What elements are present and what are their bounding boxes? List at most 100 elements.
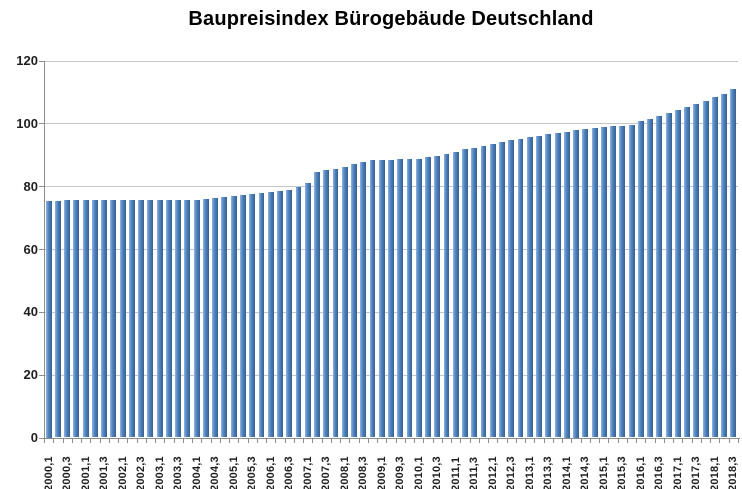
x-tick-label: 2005,3: [246, 456, 259, 489]
gridline: [44, 60, 738, 62]
x-axis-tick: [515, 438, 517, 443]
x-axis-tick: [108, 438, 110, 443]
bar: [452, 151, 459, 438]
x-axis-tick: [663, 438, 665, 443]
bar: [711, 97, 718, 438]
x-tick-label: 2010,3: [431, 456, 444, 489]
bar: [54, 200, 61, 438]
y-axis-tick: [39, 311, 44, 313]
x-axis-tick: [691, 438, 693, 443]
x-axis-tick: [617, 438, 619, 443]
bar: [508, 140, 515, 438]
bar: [351, 163, 357, 438]
bar: [286, 189, 293, 438]
x-tick-label: 2005,1: [227, 456, 240, 489]
bar: [425, 157, 431, 438]
x-axis-tick: [330, 438, 332, 443]
y-axis-tick: [39, 186, 44, 188]
bar: [64, 200, 71, 438]
x-tick-label: 2007,1: [301, 456, 314, 489]
chart-title: Baupreisindex Bürogebäude Deutschland: [188, 8, 594, 30]
x-tick-label: 2003,3: [172, 456, 185, 489]
bar: [323, 170, 330, 438]
x-axis-tick: [90, 438, 92, 443]
x-axis-tick: [719, 438, 721, 443]
x-axis-tick: [423, 438, 425, 443]
x-axis-tick: [164, 438, 166, 443]
x-axis-tick: [738, 438, 739, 443]
x-axis-tick: [432, 438, 434, 443]
x-axis-tick: [62, 438, 64, 443]
x-tick-label: 2012,1: [486, 456, 499, 489]
bar: [545, 134, 552, 438]
x-axis-tick: [636, 438, 638, 443]
bar: [221, 197, 228, 438]
bar: [165, 199, 172, 438]
x-axis-tick: [608, 438, 610, 443]
x-axis-tick: [312, 438, 314, 443]
bar: [582, 128, 589, 438]
bar: [378, 159, 385, 438]
bar: [415, 158, 422, 438]
x-axis-tick: [136, 438, 138, 443]
x-tick-label: 2016,1: [634, 456, 647, 489]
bar: [91, 199, 98, 438]
x-axis-tick: [210, 438, 212, 443]
x-axis-tick: [673, 438, 675, 443]
bar: [480, 145, 487, 438]
x-axis-tick: [145, 438, 147, 443]
bar: [443, 154, 450, 438]
bar: [573, 130, 579, 438]
y-axis-tick: [39, 437, 44, 439]
bar: [637, 121, 644, 438]
bar: [397, 159, 404, 438]
y-axis-line: [44, 60, 45, 439]
bar: [212, 198, 219, 438]
x-axis-tick: [460, 438, 462, 443]
x-tick-label: 2006,3: [283, 456, 296, 489]
x-tick-label: 2002,1: [116, 456, 129, 489]
x-axis-tick: [700, 438, 702, 443]
bar: [462, 149, 468, 438]
y-axis-tick: [39, 374, 44, 376]
x-tick-label: 2006,1: [264, 456, 277, 489]
y-tick-label: 20: [23, 367, 38, 383]
bar: [674, 110, 681, 438]
x-axis-tick: [562, 438, 564, 443]
x-axis-tick: [53, 438, 55, 443]
y-tick-label: 60: [23, 241, 38, 257]
bar: [730, 88, 737, 438]
x-axis-tick: [488, 438, 490, 443]
x-axis-tick: [710, 438, 712, 443]
bar: [647, 118, 654, 438]
x-axis-tick: [682, 438, 684, 443]
x-axis-tick: [599, 438, 601, 443]
bar: [249, 194, 256, 438]
x-axis-tick: [571, 438, 573, 443]
x-axis-tick: [219, 438, 221, 443]
x-tick-label: 2018,1: [708, 456, 721, 489]
bar: [230, 196, 237, 438]
x-tick-label: 2017,1: [671, 456, 684, 489]
x-axis-tick: [44, 438, 45, 443]
bar: [563, 131, 570, 438]
bar: [693, 103, 700, 438]
x-axis-tick: [275, 438, 277, 443]
bar: [147, 200, 154, 438]
bar: [45, 201, 52, 438]
bar: [499, 142, 505, 438]
x-tick-label: 2004,1: [190, 456, 203, 489]
bar: [295, 187, 302, 438]
y-tick-label: 120: [16, 53, 38, 68]
y-tick-label: 40: [23, 304, 38, 320]
x-axis-line: [44, 437, 740, 439]
bar: [656, 115, 663, 438]
x-axis-tick: [451, 438, 453, 443]
x-axis-tick: [284, 438, 286, 443]
bar: [489, 144, 496, 438]
bar: [258, 193, 265, 438]
x-tick-label: 2001,1: [79, 456, 92, 489]
x-tick-label: 2000,3: [61, 456, 74, 489]
x-axis-tick: [367, 438, 369, 443]
